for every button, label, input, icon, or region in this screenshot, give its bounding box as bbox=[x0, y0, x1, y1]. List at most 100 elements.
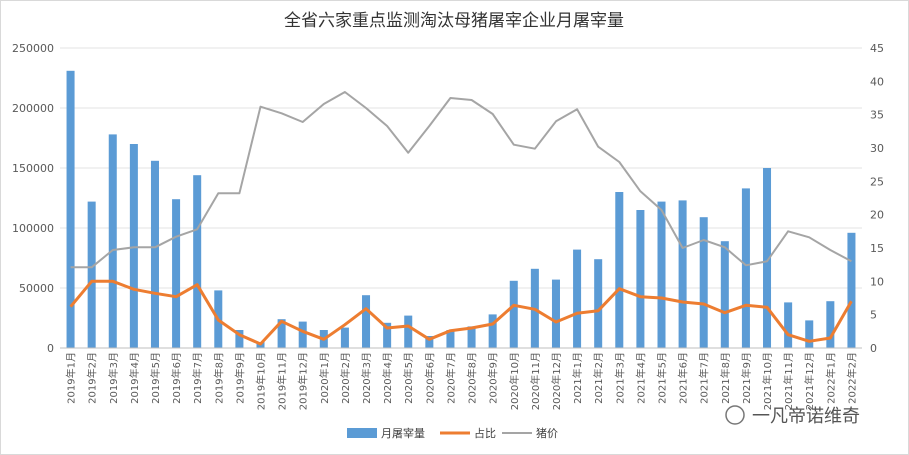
bar bbox=[551, 279, 560, 348]
left-tick-label: 100000 bbox=[12, 222, 54, 235]
bar bbox=[298, 321, 307, 348]
x-tick-label: 2021年3月 bbox=[613, 352, 626, 404]
bar bbox=[699, 217, 708, 348]
bar bbox=[425, 336, 434, 348]
bar bbox=[657, 201, 666, 348]
legend: 月屠宰量 占比 猪价 bbox=[347, 426, 558, 440]
bar bbox=[594, 259, 603, 348]
x-tick-label: 2019年8月 bbox=[212, 352, 225, 404]
right-tick-label: 45 bbox=[870, 42, 884, 55]
bar bbox=[150, 160, 159, 348]
price-line bbox=[70, 91, 852, 269]
x-tick-label: 2020年1月 bbox=[318, 352, 331, 404]
x-tick-label: 2021年6月 bbox=[677, 352, 690, 404]
bar bbox=[129, 144, 138, 348]
right-tick-label: 10 bbox=[870, 275, 884, 288]
bar bbox=[404, 315, 413, 348]
right-tick-label: 30 bbox=[870, 142, 884, 155]
x-tick-label: 2019年6月 bbox=[170, 352, 183, 404]
right-tick-label: 40 bbox=[870, 75, 884, 88]
bar bbox=[193, 175, 202, 348]
left-tick-label: 50000 bbox=[19, 282, 54, 295]
left-tick-label: 250000 bbox=[12, 42, 54, 55]
bar bbox=[340, 327, 349, 348]
bar bbox=[847, 232, 856, 348]
x-tick-label: 2022年2月 bbox=[845, 352, 858, 404]
legend-label-ratio: 占比 bbox=[474, 426, 496, 440]
bar bbox=[362, 295, 371, 348]
x-tick-label: 2020年5月 bbox=[402, 352, 415, 404]
x-tick-label: 2021年5月 bbox=[656, 352, 669, 404]
bar bbox=[235, 330, 244, 348]
x-tick-label: 2019年4月 bbox=[128, 352, 141, 404]
left-tick-label: 200000 bbox=[12, 102, 54, 115]
bar bbox=[763, 168, 772, 348]
right-tick-label: 15 bbox=[870, 242, 884, 255]
bar bbox=[87, 201, 96, 348]
x-tick-label: 2019年12月 bbox=[297, 352, 310, 410]
x-tick-label: 2021年10月 bbox=[761, 352, 774, 410]
right-tick-label: 0 bbox=[870, 342, 877, 355]
x-tick-label: 2020年9月 bbox=[487, 352, 500, 404]
x-tick-label: 2019年11月 bbox=[276, 352, 289, 410]
wechat-icon bbox=[725, 405, 745, 425]
x-tick-label: 2020年12月 bbox=[550, 352, 563, 410]
x-tick-label: 2021年9月 bbox=[740, 352, 753, 404]
left-axis-ticks: 0 50000 100000 150000 200000 250000 bbox=[12, 42, 54, 355]
legend-swatch-bar bbox=[347, 428, 377, 438]
right-tick-label: 35 bbox=[870, 109, 884, 122]
watermark-text: 一凡帝诺维奇 bbox=[752, 406, 860, 427]
x-tick-label: 2019年2月 bbox=[86, 352, 99, 404]
bar bbox=[678, 200, 687, 348]
x-tick-label: 2020年11月 bbox=[529, 352, 542, 410]
bar bbox=[636, 210, 645, 348]
x-tick-label: 2021年4月 bbox=[634, 352, 647, 404]
bar bbox=[108, 134, 117, 348]
x-axis-ticks: 2019年1月 2019年2月 2019年3月 2019年4月 2019年5月 2019年… bbox=[65, 352, 859, 410]
bar bbox=[488, 314, 497, 348]
chart-title: 全省六家重点监测淘汰母猪屠宰企业月屠宰量 bbox=[284, 11, 624, 31]
bar bbox=[826, 301, 835, 348]
legend-label-price: 猪价 bbox=[536, 427, 558, 440]
right-tick-label: 5 bbox=[870, 309, 877, 322]
x-tick-label: 2021年12月 bbox=[803, 352, 816, 410]
x-tick-label: 2019年10月 bbox=[255, 352, 268, 410]
x-tick-label: 2020年6月 bbox=[423, 352, 436, 404]
x-tick-label: 2019年5月 bbox=[149, 352, 162, 404]
x-tick-label: 2019年7月 bbox=[191, 352, 204, 404]
left-tick-label: 150000 bbox=[12, 162, 54, 175]
bar bbox=[805, 320, 814, 348]
x-tick-label: 2021年2月 bbox=[592, 352, 605, 404]
bar bbox=[66, 70, 75, 349]
bar bbox=[467, 326, 476, 348]
ratio-line bbox=[69, 279, 853, 346]
bar bbox=[509, 280, 518, 348]
x-tick-label: 2019年1月 bbox=[65, 352, 78, 404]
right-axis-ticks: 0 5 10 15 20 25 30 35 40 45 bbox=[870, 42, 884, 355]
x-tick-label: 2021年11月 bbox=[782, 352, 795, 410]
bar bbox=[615, 192, 624, 348]
x-tick-label: 2020年8月 bbox=[466, 352, 479, 404]
left-tick-label: 0 bbox=[47, 342, 54, 355]
x-tick-label: 2019年3月 bbox=[107, 352, 120, 404]
x-tick-label: 2020年4月 bbox=[381, 352, 394, 404]
bar bbox=[172, 199, 181, 348]
bar bbox=[277, 319, 286, 348]
x-tick-label: 2020年10月 bbox=[508, 352, 521, 410]
x-tick-label: 2020年3月 bbox=[360, 352, 373, 404]
bar bbox=[720, 241, 729, 348]
bar bbox=[573, 249, 582, 348]
x-tick-label: 2022年1月 bbox=[824, 352, 837, 404]
x-tick-label: 2020年2月 bbox=[339, 352, 352, 404]
right-tick-label: 20 bbox=[870, 209, 884, 222]
x-tick-label: 2021年1月 bbox=[571, 352, 584, 404]
bar bbox=[446, 330, 455, 348]
line-series bbox=[69, 91, 853, 346]
x-tick-label: 2019年9月 bbox=[233, 352, 246, 404]
bar-series bbox=[66, 70, 856, 349]
right-tick-label: 25 bbox=[870, 175, 884, 188]
legend-label-bar: 月屠宰量 bbox=[381, 426, 425, 440]
watermark: 一凡帝诺维奇 bbox=[725, 405, 860, 427]
x-tick-label: 2021年8月 bbox=[719, 352, 732, 404]
bar bbox=[784, 302, 793, 348]
